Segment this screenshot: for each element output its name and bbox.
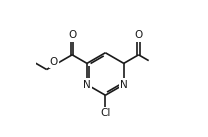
Text: O: O	[68, 30, 76, 40]
Text: Cl: Cl	[100, 108, 111, 118]
Text: O: O	[134, 30, 143, 40]
Text: N: N	[120, 80, 128, 90]
Text: N: N	[83, 80, 91, 90]
Text: O: O	[50, 57, 58, 67]
